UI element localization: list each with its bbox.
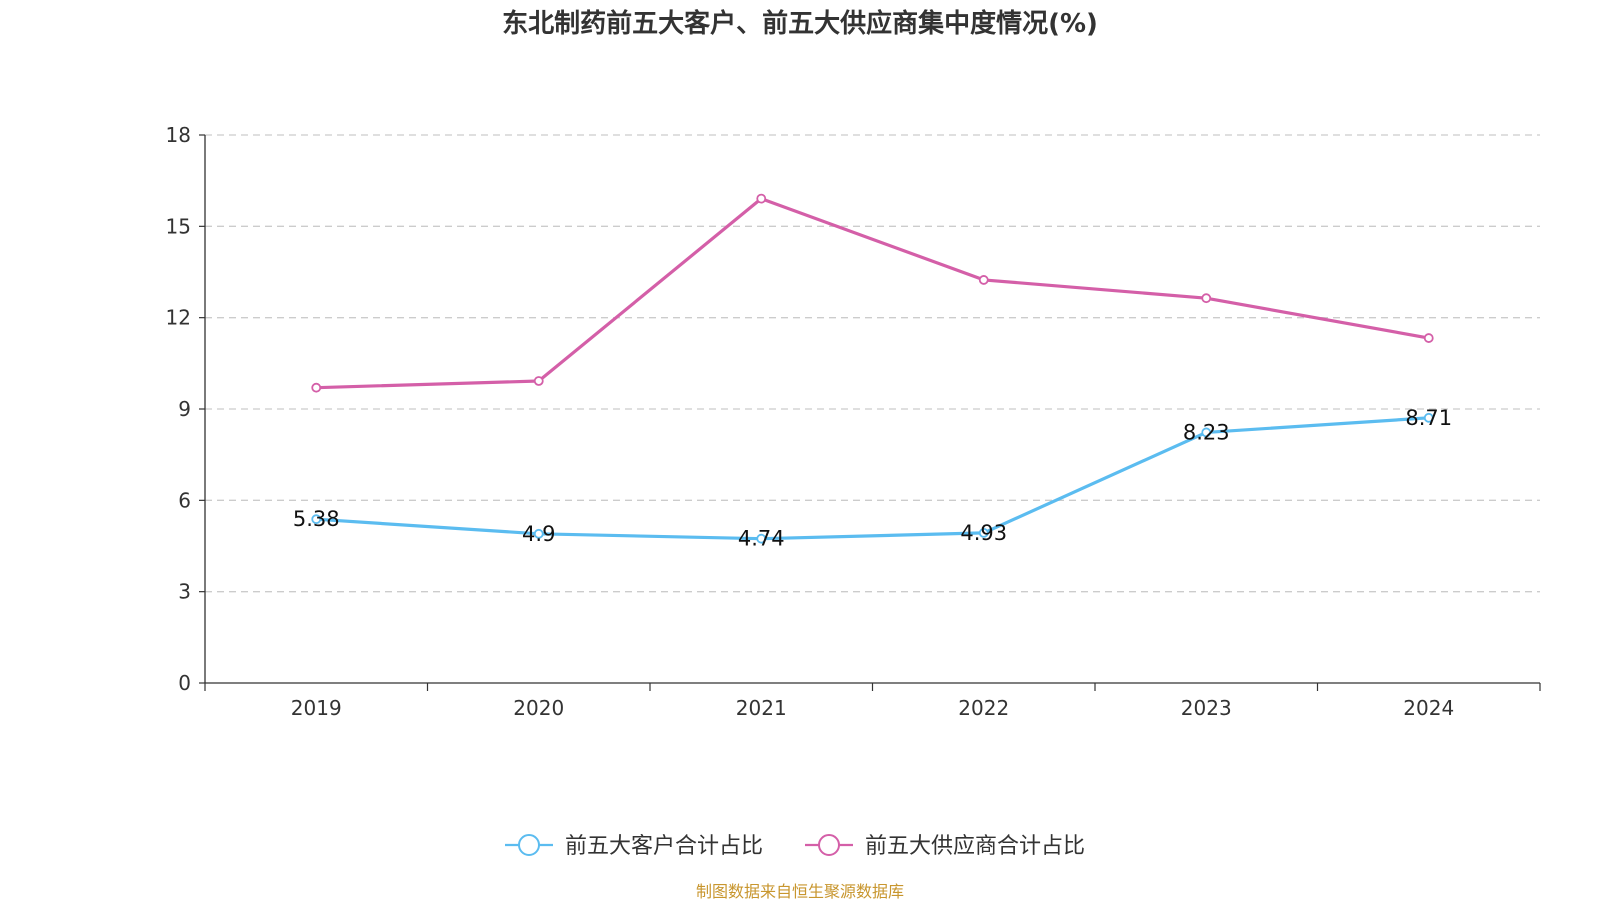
x-tick-label: 2024 <box>1403 696 1454 720</box>
data-point[interactable] <box>1423 412 1434 423</box>
data-label: 8.23 <box>1183 420 1230 444</box>
data-label: 4.74 <box>738 527 785 551</box>
axes: 0 3 6 9 12 15 18 2019 2020 2021 2022 2023 2024 <box>166 123 1541 720</box>
legend-item-1[interactable]: 前五大客户合计占比 <box>505 834 763 859</box>
series-line <box>314 416 1431 541</box>
source-note: 制图数据来自恒生聚源数据库 <box>696 882 904 900</box>
data-point[interactable] <box>1423 333 1434 343</box>
data-label: 5.38 <box>293 507 340 531</box>
series-line <box>314 197 1431 390</box>
y-tick-label: 12 <box>166 306 191 330</box>
x-tick-label: 2022 <box>958 696 1009 720</box>
data-point[interactable] <box>311 514 322 525</box>
data-point[interactable] <box>311 382 322 393</box>
data-point[interactable] <box>1201 427 1212 438</box>
x-tick-label: 2021 <box>736 696 787 720</box>
series-1 <box>311 412 1434 544</box>
y-tick-label: 9 <box>178 397 191 421</box>
y-tick-label: 18 <box>166 123 191 147</box>
data-label: 8.71 <box>1405 406 1452 430</box>
series-2 <box>311 193 1434 393</box>
y-tick-label: 0 <box>178 671 191 695</box>
chart-title: 东北制药前五大客户、前五大供应商集中度情况(%) <box>502 8 1098 39</box>
y-tick-label: 15 <box>166 214 191 238</box>
x-tick-label: 2023 <box>1181 696 1232 720</box>
data-label: 4.93 <box>960 521 1007 545</box>
data-labels: 5.38 4.9 4.74 4.93 8.23 8.71 <box>293 406 1452 551</box>
grid-lines <box>205 134 1540 593</box>
data-point[interactable] <box>756 193 767 204</box>
data-point[interactable] <box>533 376 544 386</box>
legend-item-2[interactable]: 前五大供应商合计占比 <box>805 834 1085 859</box>
data-point[interactable] <box>978 528 989 538</box>
legend-label: 前五大客户合计占比 <box>565 834 763 859</box>
data-label: 4.9 <box>522 522 555 546</box>
data-point[interactable] <box>756 533 767 544</box>
series-layer <box>311 193 1434 544</box>
legend[interactable]: 前五大客户合计占比 前五大供应商合计占比 <box>505 834 1085 859</box>
data-point[interactable] <box>978 275 989 285</box>
legend-label: 前五大供应商合计占比 <box>865 834 1085 859</box>
data-point[interactable] <box>533 528 544 539</box>
legend-marker <box>818 834 840 856</box>
data-point[interactable] <box>1201 293 1212 304</box>
y-tick-label: 3 <box>178 580 191 604</box>
legend-marker <box>518 834 540 856</box>
x-tick-label: 2020 <box>513 696 564 720</box>
y-tick-label: 6 <box>178 488 191 512</box>
x-tick-label: 2019 <box>291 696 342 720</box>
